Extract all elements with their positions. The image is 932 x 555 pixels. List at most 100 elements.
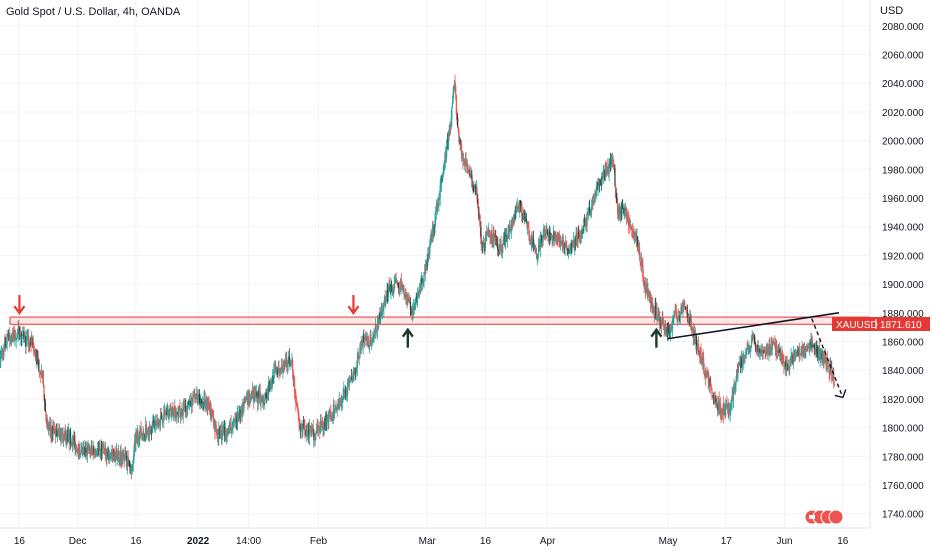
candle-body: [747, 348, 749, 350]
candle-body: [3, 344, 5, 357]
candle-body: [712, 395, 714, 398]
candle-body: [714, 396, 716, 399]
candle-body: [774, 343, 777, 355]
candle-body: [214, 424, 217, 432]
candle-body: [473, 187, 476, 189]
candle-body: [68, 431, 70, 443]
candle-body: [93, 448, 95, 452]
candle-body: [778, 348, 780, 352]
candle-body: [670, 327, 672, 334]
candle-body: [326, 416, 328, 426]
candle-body: [394, 281, 396, 285]
candle-body: [528, 235, 531, 241]
price-tick-label: 1960.000: [882, 194, 924, 205]
candle-body: [389, 285, 391, 287]
candle-body: [193, 395, 195, 398]
candle-body: [35, 350, 37, 355]
candle-body: [195, 396, 197, 400]
candle-body: [249, 398, 252, 402]
candle-body: [552, 233, 555, 239]
candle-body: [578, 231, 580, 235]
candle-body: [586, 212, 588, 226]
candle-body: [613, 167, 615, 169]
candle-body: [750, 346, 752, 347]
candle-body: [171, 406, 173, 411]
candle-body: [799, 353, 801, 355]
candle-body: [130, 470, 133, 473]
candle-body: [620, 208, 623, 215]
candle-body: [244, 398, 246, 403]
time-axis[interactable]: 16 Dec 16 2022 14:00 Feb Mar 16 Apr May 17 Jun 16: [14, 536, 849, 547]
candle-body: [455, 86, 457, 95]
candle-body: [84, 449, 86, 451]
candle-body: [118, 450, 120, 462]
candle-body: [168, 408, 171, 411]
candle-body: [649, 293, 652, 304]
candle-body: [318, 425, 320, 431]
candle-body: [192, 393, 194, 406]
candle-body: [137, 439, 140, 441]
candle-body: [437, 201, 439, 207]
candle-body: [272, 376, 274, 383]
candle-body: [820, 353, 823, 355]
candle-body: [22, 334, 24, 336]
candle-body: [100, 445, 102, 457]
candle-body: [362, 337, 364, 347]
candle-body: [545, 230, 547, 234]
candle-body: [816, 352, 819, 359]
candle-body: [501, 252, 503, 254]
candle-body: [695, 336, 697, 343]
candle-body: [225, 436, 228, 438]
candle-body: [87, 446, 89, 448]
candle-body: [450, 118, 452, 126]
candle-body: [57, 429, 59, 436]
candle-body: [675, 312, 677, 313]
candle-body: [718, 398, 720, 408]
candle-body: [737, 364, 740, 366]
candle-body: [95, 454, 97, 456]
arrow-head: [347, 305, 360, 315]
candle-body: [207, 400, 209, 411]
candle-body: [736, 369, 738, 377]
candle-body: [13, 330, 15, 339]
candle-body: [527, 224, 529, 228]
price-axis[interactable]: 2080.000 2060.000 2040.000 2020.000 2000.000…: [882, 22, 924, 521]
candle-body: [380, 310, 382, 317]
candle-body: [728, 407, 731, 414]
candle-body: [69, 431, 71, 443]
candle-body: [201, 402, 203, 404]
candle-body: [600, 182, 602, 185]
candle-body: [722, 404, 724, 415]
candle-body: [422, 282, 424, 285]
candle-body: [516, 206, 518, 212]
candle-body: [402, 285, 404, 287]
candle-body: [378, 313, 380, 319]
candle-body: [230, 423, 232, 434]
candle-body: [167, 410, 169, 420]
candle-body: [572, 239, 575, 247]
candle-body: [351, 378, 353, 382]
candle-body: [761, 349, 764, 353]
candle-body: [251, 390, 254, 398]
candle-body: [715, 403, 718, 404]
candle-body: [50, 430, 52, 436]
candle-body: [560, 241, 562, 242]
candle-body: [349, 380, 351, 382]
price-tag-symbol: XAUUSD: [836, 320, 878, 331]
tradingview-logo-icon[interactable]: [802, 507, 846, 527]
candle-body: [676, 316, 678, 320]
candle-body: [107, 451, 109, 457]
candle-body: [761, 349, 763, 352]
candle-body: [591, 206, 593, 212]
candle-body: [667, 329, 669, 335]
candle-body: [416, 296, 418, 303]
candle-body: [631, 229, 634, 231]
candle-body: [20, 334, 22, 339]
candle-body: [98, 448, 100, 450]
candle-body: [401, 285, 403, 289]
candle-body: [142, 432, 144, 434]
time-tick-label: Jun: [776, 536, 792, 547]
candle-body: [296, 404, 298, 407]
